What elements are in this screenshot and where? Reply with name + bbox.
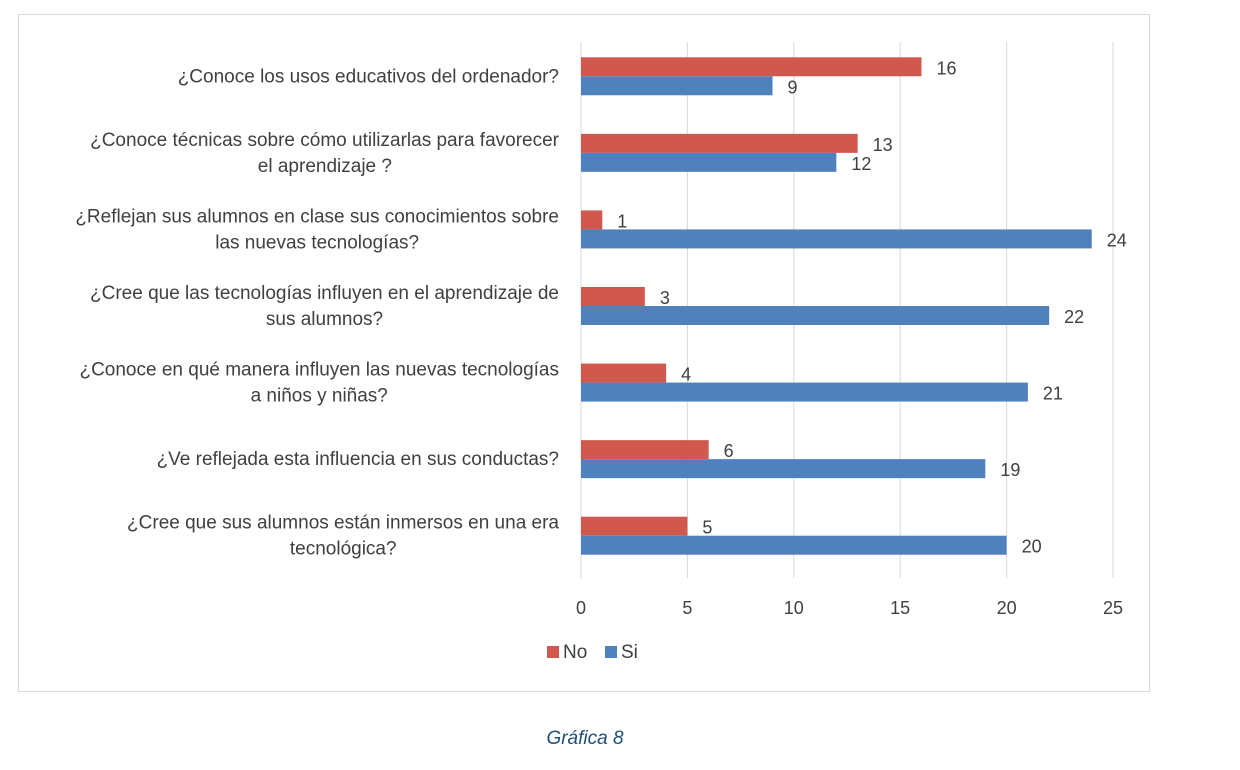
data-label-si: 22 bbox=[1064, 307, 1084, 327]
bar-no bbox=[581, 210, 603, 230]
data-label-no: 1 bbox=[617, 211, 627, 231]
data-label-no: 13 bbox=[873, 135, 893, 155]
x-tick-label: 5 bbox=[682, 598, 692, 618]
category-label: ¿Conoce en qué manera influyen las nueva… bbox=[79, 360, 559, 381]
bar-si bbox=[581, 459, 986, 479]
x-tick-label: 15 bbox=[890, 598, 910, 618]
category-label: ¿Cree que sus alumnos están inmersos en … bbox=[127, 513, 559, 534]
bar-no bbox=[581, 516, 688, 536]
bar-no bbox=[581, 57, 922, 77]
data-label-si: 19 bbox=[1000, 460, 1020, 480]
bar-si bbox=[581, 306, 1050, 325]
category-label: a niños y niñas? bbox=[251, 386, 388, 407]
legend: No Si bbox=[547, 642, 638, 663]
bar-no bbox=[581, 287, 645, 306]
data-label-no: 16 bbox=[936, 58, 956, 78]
data-label-no: 5 bbox=[702, 518, 712, 538]
legend-label-si: Si bbox=[621, 642, 638, 663]
data-label-si: 24 bbox=[1107, 230, 1127, 250]
x-tick-label: 0 bbox=[576, 598, 586, 618]
bar-si bbox=[581, 152, 837, 172]
bar-no bbox=[581, 133, 858, 153]
data-label-no: 6 bbox=[724, 441, 734, 461]
data-label-si: 20 bbox=[1022, 537, 1042, 557]
figure-caption: Gráfica 8 bbox=[546, 728, 624, 749]
x-tick-label: 10 bbox=[784, 598, 804, 618]
x-axis-ticks: 0 5 10 15 20 25 bbox=[576, 598, 1123, 618]
data-label-si: 12 bbox=[851, 154, 871, 174]
legend-swatch-no bbox=[547, 646, 559, 658]
data-label-no: 3 bbox=[660, 288, 670, 308]
category-label: las nuevas tecnologías? bbox=[215, 232, 419, 253]
category-label: tecnológica? bbox=[290, 539, 397, 560]
chart-frame: 16 9 13 12 1 24 3 22 4 21 6 19 5 20 ¿Conoce los usos … bbox=[18, 14, 1150, 692]
legend-label-no: No bbox=[563, 642, 587, 663]
bar-si bbox=[581, 76, 773, 96]
category-labels: ¿Conoce los usos educativos del ordenado… bbox=[75, 66, 559, 559]
bar-si bbox=[581, 535, 1007, 555]
category-label: el aprendizaje ? bbox=[258, 156, 392, 177]
category-label: ¿Conoce los usos educativos del ordenado… bbox=[178, 66, 559, 87]
category-label: ¿Cree que las tecnologías influyen en el… bbox=[90, 283, 559, 304]
bar-si bbox=[581, 229, 1092, 249]
bars bbox=[581, 57, 1092, 555]
x-tick-label: 20 bbox=[997, 598, 1017, 618]
x-tick-label: 25 bbox=[1103, 598, 1123, 618]
category-label: ¿Conoce técnicas sobre cómo utilizarlas … bbox=[90, 130, 560, 151]
data-label-no: 4 bbox=[681, 365, 691, 385]
bar-no bbox=[581, 363, 667, 383]
data-label-si: 9 bbox=[788, 77, 798, 97]
category-label: sus alumnos? bbox=[266, 309, 383, 330]
legend-swatch-si bbox=[605, 646, 617, 658]
bar-no bbox=[581, 440, 709, 460]
data-label-si: 21 bbox=[1043, 384, 1063, 404]
bar-si bbox=[581, 382, 1028, 402]
category-label: ¿Ve reflejada esta influencia en sus con… bbox=[157, 449, 559, 470]
category-label: ¿Reflejan sus alumnos en clase sus conoc… bbox=[75, 206, 559, 227]
